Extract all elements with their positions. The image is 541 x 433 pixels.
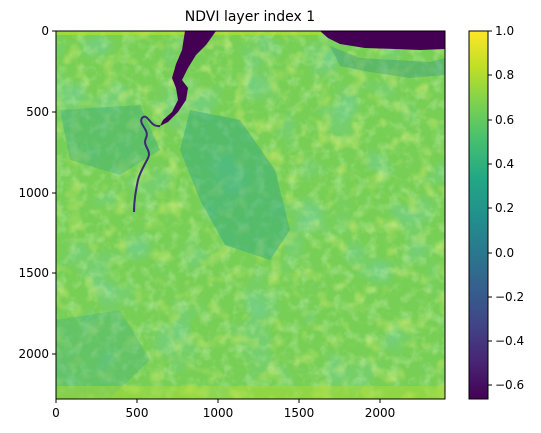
colorbar-tick-label: 0.4 xyxy=(495,157,514,171)
colorbar-tick-label: −0.4 xyxy=(495,334,524,348)
y-tick-label: 0 xyxy=(41,24,49,38)
wetland-fringe xyxy=(330,46,445,78)
x-tick-label: 1000 xyxy=(203,406,234,420)
x-tick-label: 500 xyxy=(126,406,149,420)
y-tick-label: 500 xyxy=(26,105,49,119)
colorbar-tick-label: 1.0 xyxy=(495,24,514,38)
x-tick-label: 0 xyxy=(52,406,60,420)
colorbar-tick-label: −0.6 xyxy=(495,378,524,392)
ndvi-image xyxy=(56,31,445,399)
river-estuary xyxy=(160,31,216,126)
low-ndvi-zone-west xyxy=(60,105,160,175)
y-tick-label: 2000 xyxy=(18,347,49,361)
low-ndvi-zone xyxy=(180,110,290,260)
plot-title: NDVI layer index 1 xyxy=(185,9,315,25)
x-tick-label: 2000 xyxy=(365,406,396,420)
colorbar: 1.0 0.8 0.6 0.4 0.2 0.0 −0.2 −0.4 −0.6 xyxy=(468,24,524,400)
colorbar-tick-label: 0.6 xyxy=(495,113,514,127)
x-axis: 0 500 1000 1500 2000 xyxy=(52,399,395,420)
y-tick-label: 1500 xyxy=(18,266,49,280)
colorbar-tick-label: 0.0 xyxy=(495,246,514,260)
colorbar-tick-label: 0.8 xyxy=(495,68,514,82)
y-tick-label: 1000 xyxy=(18,186,49,200)
x-tick-label: 1500 xyxy=(284,406,315,420)
colorbar-tick-label: −0.2 xyxy=(495,290,524,304)
coastal-water xyxy=(320,31,445,50)
y-axis: 0 500 1000 1500 2000 xyxy=(18,24,56,361)
low-ndvi-zone-southwest xyxy=(56,310,150,398)
river-channel xyxy=(133,115,161,213)
colorbar-gradient xyxy=(468,30,489,400)
image-frame xyxy=(55,30,446,400)
colorbar-tick-label: 0.2 xyxy=(495,201,514,215)
